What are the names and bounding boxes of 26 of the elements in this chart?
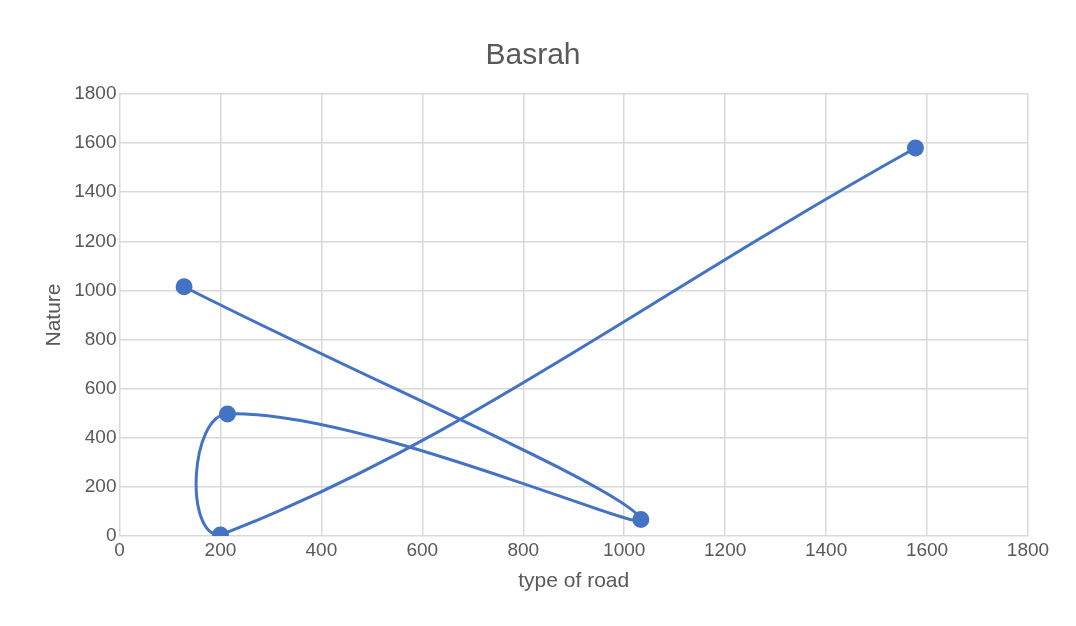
- x-tick-label: 600: [406, 538, 439, 560]
- point: [218, 405, 236, 423]
- x-tick-label: 800: [507, 538, 540, 560]
- y-tick-label: 0: [105, 524, 117, 546]
- x-tick-label: 400: [305, 538, 338, 560]
- y-tick-label: 1400: [74, 180, 117, 202]
- point: [175, 278, 193, 296]
- y-tick-label: 1200: [74, 229, 117, 251]
- x-tick-label: 1800: [1006, 538, 1050, 560]
- x-tick-label: 1600: [905, 538, 949, 560]
- y-tick-label: 600: [84, 376, 117, 398]
- chart-title: Basrah: [485, 37, 581, 71]
- point: [906, 139, 924, 157]
- y-tick-label: 1000: [74, 278, 117, 300]
- y-tick-label: 400: [84, 426, 117, 448]
- y-tick-label: 800: [84, 327, 117, 349]
- y-axis-title: Nature: [41, 283, 65, 347]
- point: [632, 511, 650, 529]
- x-tick-label: 200: [204, 538, 237, 560]
- y-tick-label: 200: [84, 475, 117, 497]
- x-tick-label: 1400: [804, 538, 848, 560]
- y-tick-label: 1600: [74, 131, 117, 153]
- x-tick-label: 1200: [704, 538, 747, 560]
- y-tick-label: 1800: [74, 82, 117, 104]
- x-axis-title: type of road: [518, 568, 630, 592]
- x-tick-label: 1000: [603, 538, 646, 560]
